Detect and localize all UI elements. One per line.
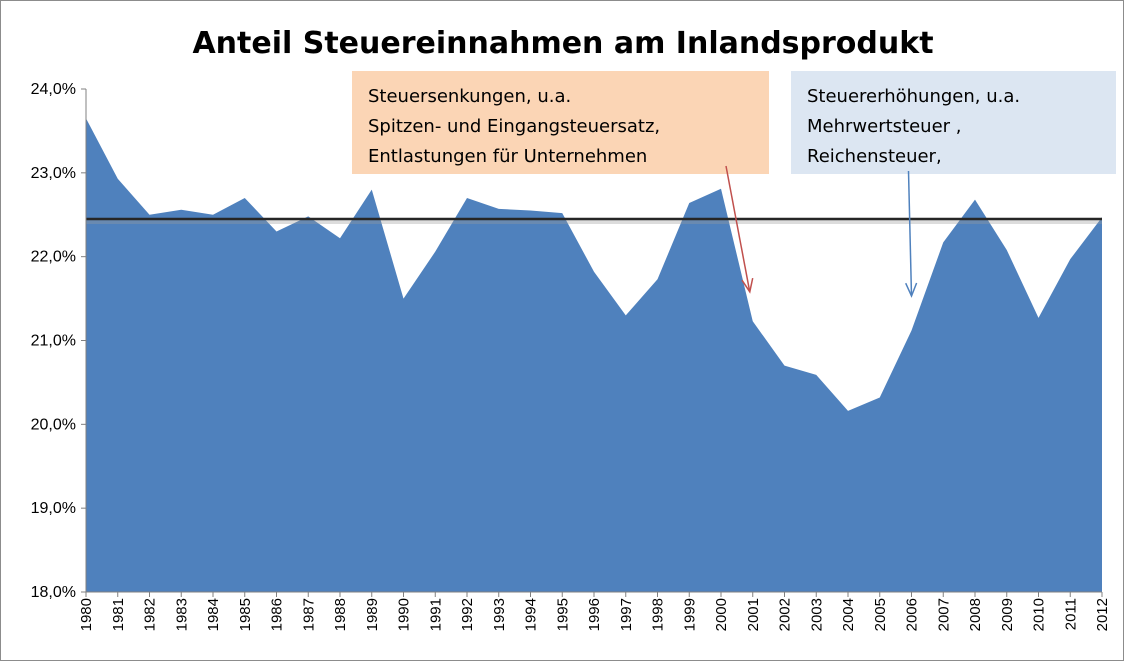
y-axis: 18,0% 19,0% 20,0% 21,0% 22,0% 23,0% 24,0% bbox=[31, 81, 87, 601]
chart-title: Anteil Steuereinnahmen am Inlandsprodukt bbox=[192, 26, 933, 61]
x-tick-label: 2002 bbox=[777, 598, 794, 631]
annotation-steuersenkungen: Steuersenkungen, u.a. Spitzen- und Eingan… bbox=[352, 71, 769, 294]
x-tick-label: 1984 bbox=[205, 598, 222, 631]
x-tick-label: 2011 bbox=[1062, 598, 1079, 630]
annotation-text-line: Mehrwertsteuer , bbox=[807, 116, 962, 137]
x-tick-label: 1983 bbox=[173, 598, 190, 631]
x-tick-label: 1980 bbox=[78, 598, 95, 631]
x-tick-label: 1988 bbox=[332, 598, 349, 631]
x-tick-label: 1986 bbox=[269, 598, 286, 631]
annotation-arrow bbox=[907, 170, 913, 297]
annotation-steuererhoehungen: Steuererhöhungen, u.a. Mehrwertsteuer , Re… bbox=[791, 71, 1116, 298]
x-tick-label: 1999 bbox=[681, 598, 698, 631]
x-tick-label: 1982 bbox=[142, 598, 159, 631]
x-tick-label: 2005 bbox=[872, 598, 889, 631]
x-tick-label: 2009 bbox=[999, 598, 1016, 631]
x-tick-label: 1995 bbox=[554, 598, 571, 631]
area-series bbox=[86, 118, 1102, 592]
x-tick-label: 1997 bbox=[618, 598, 635, 631]
annotation-text-line: Reichensteuer, bbox=[807, 146, 942, 167]
x-tick-label: 2007 bbox=[935, 598, 952, 631]
x-tick-label: 1996 bbox=[586, 598, 603, 631]
y-tick-label: 24,0% bbox=[31, 81, 76, 98]
y-tick-label: 18,0% bbox=[31, 584, 76, 601]
x-tick-label: 1992 bbox=[459, 598, 476, 631]
y-tick-label: 21,0% bbox=[31, 333, 76, 350]
y-tick-label: 22,0% bbox=[31, 249, 76, 266]
x-tick-label: 1985 bbox=[237, 598, 254, 631]
annotations: Steuersenkungen, u.a. Spitzen- und Eingan… bbox=[352, 71, 1116, 298]
x-tick-label: 2004 bbox=[840, 598, 857, 631]
x-tick-label: 1998 bbox=[650, 598, 667, 631]
x-tick-label: 1991 bbox=[427, 598, 444, 631]
x-tick-label: 2006 bbox=[904, 598, 921, 631]
annotation-arrow-head bbox=[741, 277, 754, 294]
annotation-text-line: Spitzen- und Eingangsteuersatz, bbox=[368, 116, 660, 137]
x-tick-label: 1993 bbox=[491, 598, 508, 631]
plot-area bbox=[86, 118, 1102, 592]
x-tick-label: 2001 bbox=[745, 598, 762, 631]
annotation-arrow-head bbox=[905, 282, 918, 298]
x-tick-label: 2012 bbox=[1094, 598, 1111, 631]
x-tick-label: 1981 bbox=[110, 598, 127, 631]
annotation-text-line: Steuererhöhungen, u.a. bbox=[807, 86, 1020, 107]
y-tick-label: 23,0% bbox=[31, 165, 76, 182]
annotation-text-line: Entlastungen für Unternehmen bbox=[368, 146, 647, 167]
x-tick-label: 2003 bbox=[808, 598, 825, 631]
annotation-arrow bbox=[725, 165, 751, 292]
y-tick-label: 19,0% bbox=[31, 500, 76, 517]
x-tick-label: 2010 bbox=[1031, 598, 1048, 631]
x-tick-label: 1989 bbox=[364, 598, 381, 631]
annotation-box bbox=[791, 71, 1116, 174]
x-tick-label: 1987 bbox=[300, 598, 317, 631]
y-tick-label: 20,0% bbox=[31, 416, 76, 433]
x-axis: 1980 1981 1982 1983 1984 1985 1986 1987 1988 1989… bbox=[78, 591, 1111, 631]
x-tick-label: 2008 bbox=[967, 598, 984, 631]
annotation-text-line: Steuersenkungen, u.a. bbox=[368, 86, 571, 107]
x-tick-label: 1994 bbox=[523, 598, 540, 631]
x-tick-label: 1990 bbox=[396, 598, 413, 631]
x-tick-label: 2000 bbox=[713, 598, 730, 631]
annotation-box bbox=[352, 71, 769, 174]
